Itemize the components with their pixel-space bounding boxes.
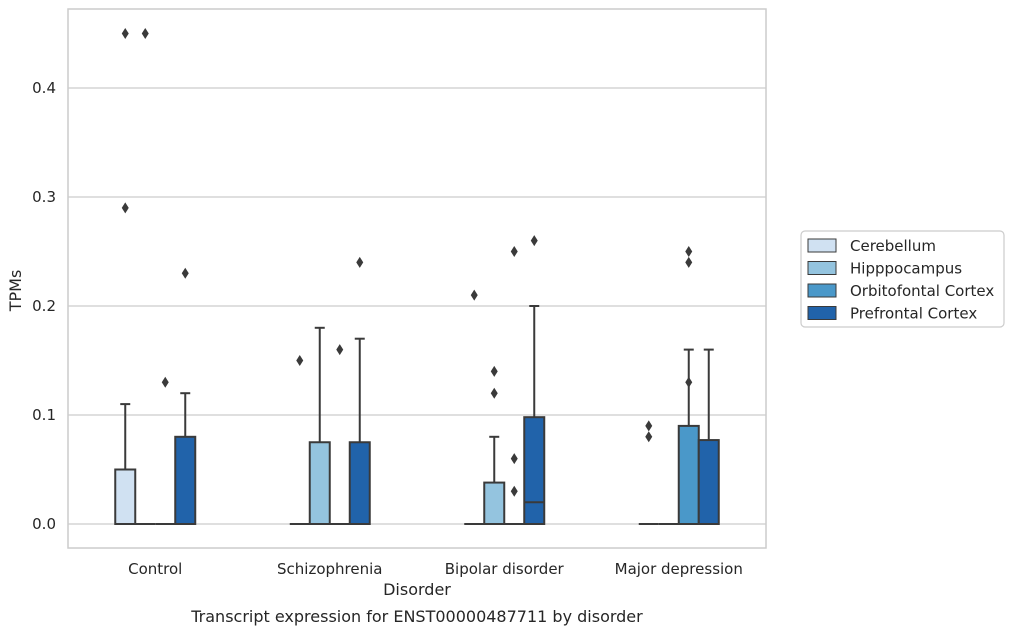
box-plot <box>638 420 659 525</box>
box <box>348 441 371 525</box>
outlier-point <box>121 202 129 214</box>
outlier-point <box>530 235 538 247</box>
plot-frame <box>67 8 767 549</box>
x-tick-label: Major depression <box>615 560 743 578</box>
y-tick-labels: 0.0 0.1 0.2 0.3 0.4 <box>32 79 56 533</box>
outlier-point <box>510 246 518 257</box>
box-plot <box>697 348 720 526</box>
y-tick-label: 0.0 <box>32 515 56 533</box>
box-plot <box>174 267 197 525</box>
box <box>483 481 506 525</box>
x-axis-label: Disorder <box>383 580 451 599</box>
outlier-point <box>121 28 129 39</box>
outlier-point <box>510 485 518 497</box>
outlier-point <box>181 267 189 279</box>
legend: Cerebellum Hipppocampus Orbitofontal Corte… <box>800 230 1005 328</box>
box-plots <box>114 28 720 526</box>
outlier-point <box>685 256 693 268</box>
y-axis-label: TPMs <box>6 270 25 313</box>
box-plot <box>135 28 156 525</box>
chart-caption: Transcript expression for ENST0000048771… <box>190 607 643 626</box>
x-tick-label: Schizophrenia <box>277 560 382 578</box>
box-plot <box>677 246 700 525</box>
box-plot <box>329 344 350 525</box>
outlier-point <box>161 376 169 388</box>
box <box>174 435 197 525</box>
box <box>677 424 700 525</box>
outlier-point <box>645 420 653 432</box>
legend-swatch <box>807 238 837 253</box>
box <box>308 441 331 525</box>
box-plot <box>348 256 371 525</box>
outlier-point <box>645 431 653 443</box>
box-plot <box>504 246 525 525</box>
legend-label: Hipppocampus <box>850 260 962 278</box>
outlier-point <box>356 256 364 268</box>
legend-swatch <box>807 261 837 275</box>
y-tick-label: 0.3 <box>32 188 56 206</box>
box-plot <box>308 326 331 525</box>
legend-box <box>800 230 1005 328</box>
outlier-point <box>336 344 344 356</box>
y-tick-label: 0.1 <box>32 406 56 424</box>
outlier-point <box>470 289 478 301</box>
x-tick-label: Control <box>128 560 182 578</box>
legend-label: Prefrontal Cortex <box>850 305 977 323</box>
box-plot <box>464 289 485 525</box>
box-plot <box>114 28 137 525</box>
legend-swatch <box>807 283 837 298</box>
y-tick-label: 0.4 <box>32 79 56 97</box>
x-tick-labels: Control Schizophrenia Bipolar disorder Majo… <box>128 560 743 578</box>
box-plot <box>523 235 546 525</box>
legend-label: Orbitofontal Cortex <box>850 282 994 300</box>
outlier-point <box>685 246 693 257</box>
outlier-point <box>296 355 304 366</box>
box-plot <box>289 355 310 525</box>
outlier-point <box>490 365 498 377</box>
box <box>697 439 720 526</box>
outlier-point <box>490 387 498 399</box>
legend-swatch <box>807 306 837 320</box>
y-tick-label: 0.2 <box>32 297 56 315</box>
legend-label: Cerebellum <box>850 237 936 255</box>
box-plot <box>483 365 506 525</box>
grid-lines <box>68 87 766 525</box>
outlier-point <box>141 28 149 39</box>
box <box>114 468 137 525</box>
box <box>523 416 546 525</box>
outlier-point <box>685 376 693 388</box>
x-tick-label: Bipolar disorder <box>445 560 565 578</box>
box-plot <box>155 376 176 525</box>
outlier-point <box>510 453 518 465</box>
